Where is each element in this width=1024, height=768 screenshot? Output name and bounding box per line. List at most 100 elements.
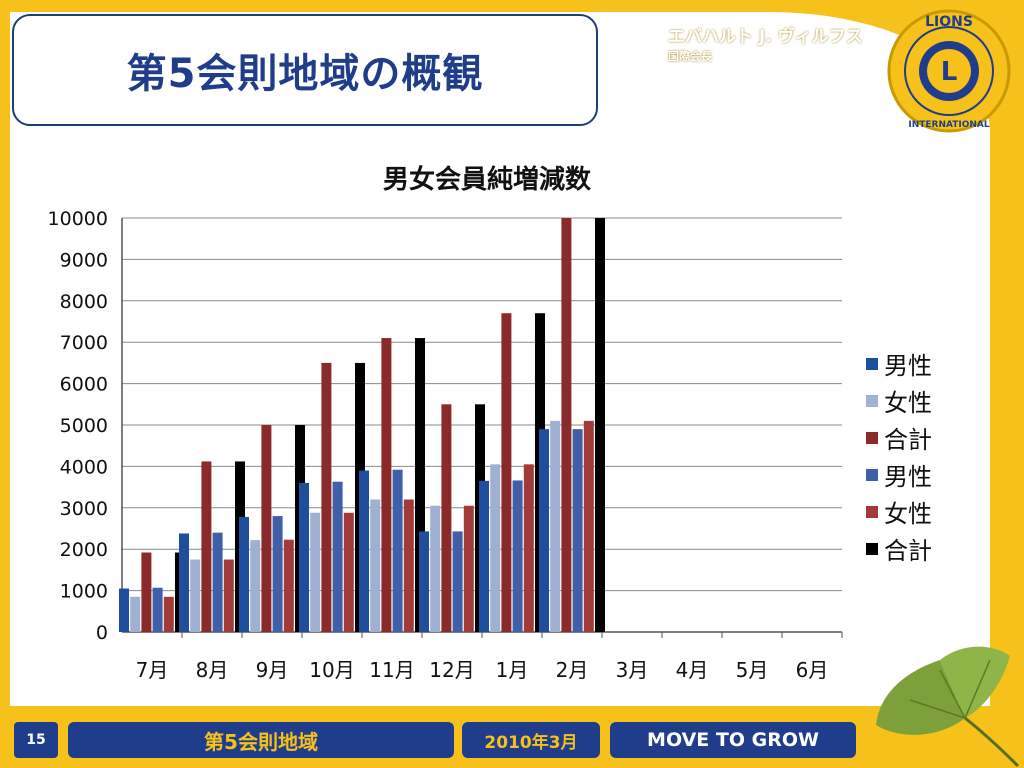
- x-tick-label: 12月: [429, 658, 474, 682]
- president-title: 国際会長: [668, 50, 712, 63]
- x-tick-label: 3月: [616, 658, 649, 682]
- lions-logo: L LIONS INTERNATIONAL: [887, 9, 1011, 133]
- bar: [523, 464, 534, 632]
- y-tick-label: 0: [96, 622, 108, 644]
- bar: [572, 429, 583, 632]
- bar: [381, 338, 392, 632]
- bar: [190, 559, 201, 632]
- legend-label: 合計: [884, 537, 932, 565]
- bar: [130, 596, 141, 632]
- slide-title: 第5会則地域の概観: [126, 51, 484, 97]
- bar: [441, 404, 452, 632]
- page-number: 15: [14, 722, 58, 758]
- bar: [479, 480, 489, 632]
- y-tick-label: 5000: [60, 415, 108, 437]
- legend-item: 女性: [866, 493, 932, 530]
- ginkgo-leaf-icon: [876, 646, 1020, 768]
- bar: [550, 420, 561, 632]
- legend-swatch: [866, 505, 878, 518]
- x-tick-label: 4月: [676, 658, 709, 682]
- bar: [561, 218, 572, 632]
- bar: [463, 505, 474, 632]
- bar: [152, 587, 163, 632]
- y-tick-label: 6000: [60, 374, 108, 396]
- logo-text-top: LIONS: [925, 14, 973, 30]
- x-tick-label: 8月: [196, 658, 229, 682]
- bar: [250, 540, 261, 632]
- legend-item: 合計: [866, 530, 932, 567]
- bar: [359, 470, 369, 632]
- y-tick-label: 2000: [60, 539, 108, 561]
- bar: [452, 531, 463, 632]
- y-tick-label: 1000: [60, 581, 108, 603]
- bar: [332, 481, 343, 632]
- chart-title: 男女会員純増減数: [383, 164, 592, 195]
- x-tick-label: 7月: [136, 658, 169, 682]
- x-tick-label: 1月: [496, 658, 529, 682]
- frame-left: [0, 0, 10, 768]
- bar: [212, 532, 223, 632]
- legend-swatch: [866, 394, 878, 407]
- legend-item: 合計: [866, 419, 932, 456]
- bar: [415, 338, 425, 632]
- bar: [321, 362, 332, 632]
- legend-label: 男性: [884, 352, 932, 380]
- bar: [223, 559, 234, 632]
- footer-slogan: MOVE TO GROW: [610, 722, 856, 758]
- bar: [261, 425, 272, 632]
- bar: [370, 499, 381, 632]
- legend-swatch: [866, 357, 878, 370]
- legend-swatch: [866, 468, 878, 481]
- bar: [119, 588, 129, 632]
- bar: [539, 429, 549, 632]
- x-tick-label: 9月: [256, 658, 289, 682]
- legend-label: 合計: [884, 426, 932, 454]
- x-tick-label: 6月: [796, 658, 829, 682]
- y-tick-label: 10000: [48, 208, 108, 230]
- bar: [179, 533, 189, 632]
- bar: [595, 218, 605, 632]
- legend-swatch: [866, 542, 878, 555]
- bar: [403, 499, 414, 632]
- logo-text-bottom: INTERNATIONAL: [908, 120, 990, 130]
- bar: [272, 516, 283, 632]
- bar-chart: 男女会員純増減数 0 1000 2000 3000 4000 5000 6000 7000 80…: [48, 164, 843, 682]
- legend: 男性 女性 合計 男性 女性 合計: [866, 345, 932, 567]
- bar: [430, 505, 441, 632]
- y-tick-label: 8000: [60, 291, 108, 313]
- x-tick-label: 2月: [556, 658, 589, 682]
- x-tick-label: 11月: [369, 658, 414, 682]
- bar: [343, 512, 354, 632]
- president-name: エバハルト J. ヴィルフス: [668, 27, 863, 47]
- y-tick-label: 4000: [60, 456, 108, 478]
- legend-item: 女性: [866, 382, 932, 419]
- x-axis: 7月 8月 9月 10月 11月 12月 1月 2月 3月 4月 5月 6月: [136, 632, 843, 682]
- legend-label: 女性: [884, 500, 932, 528]
- logo-letter: L: [941, 57, 958, 87]
- legend-label: 男性: [884, 463, 932, 491]
- bars: [119, 218, 605, 632]
- bar: [141, 552, 152, 632]
- bar: [283, 539, 294, 632]
- legend-swatch: [866, 431, 878, 444]
- x-tick-label: 10月: [309, 658, 354, 682]
- footer-date: 2010年3月: [462, 722, 600, 758]
- footer-district: 第5会則地域: [68, 722, 454, 758]
- bar: [239, 516, 249, 632]
- bar: [419, 531, 429, 632]
- y-tick-label: 7000: [60, 332, 108, 354]
- legend-item: 男性: [866, 456, 932, 493]
- bar: [583, 420, 594, 632]
- x-tick-label: 5月: [736, 658, 769, 682]
- y-tick-label: 3000: [60, 498, 108, 520]
- bar: [490, 464, 501, 632]
- title-box: 第5会則地域の概観: [12, 14, 598, 126]
- legend-label: 女性: [884, 389, 932, 417]
- y-tick-label: 9000: [60, 249, 108, 271]
- bar: [163, 596, 174, 632]
- legend-item: 男性: [866, 345, 932, 382]
- y-axis: 0 1000 2000 3000 4000 5000 6000 7000 8000 9000 100…: [48, 208, 123, 644]
- bar: [201, 461, 212, 632]
- bar: [392, 469, 403, 632]
- bar: [501, 313, 512, 632]
